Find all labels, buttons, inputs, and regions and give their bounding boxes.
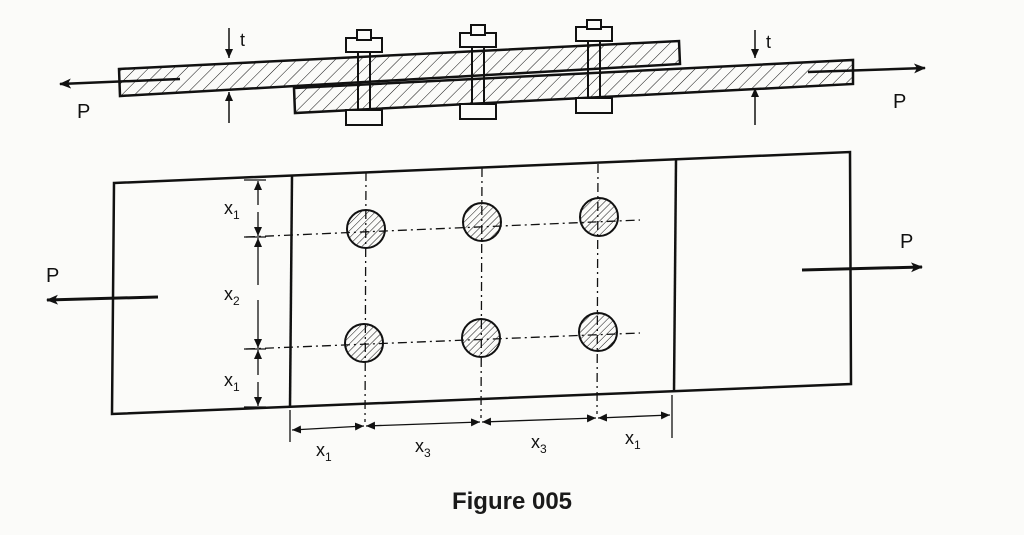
figure-caption: Figure 005 bbox=[451, 488, 573, 515]
bolt-hole-6 bbox=[578, 312, 618, 352]
plate-left-section bbox=[117, 39, 682, 98]
plate-outline bbox=[110, 150, 853, 416]
dim-label-x1-bottom: x1 bbox=[224, 370, 240, 394]
plate-right-section bbox=[292, 58, 855, 115]
bolt-side-3 bbox=[575, 19, 613, 114]
bolt-hole-5 bbox=[461, 318, 501, 358]
horizontal-dimensions bbox=[289, 395, 673, 442]
bolt-holes bbox=[344, 197, 619, 363]
label-p-plan-right: P bbox=[900, 231, 913, 253]
label-t-left: t bbox=[240, 30, 245, 50]
label-p-side-left: P bbox=[77, 101, 90, 123]
load-arrow-right-plan bbox=[801, 262, 923, 273]
bolt-side-1 bbox=[345, 29, 383, 126]
side-view: t t P P bbox=[59, 19, 926, 126]
dim-label-x3-a: x3 bbox=[415, 436, 431, 460]
load-arrow-left-plan bbox=[46, 294, 159, 305]
bolt-hole-3 bbox=[579, 197, 619, 237]
vertical-dimensions bbox=[244, 179, 266, 408]
plan-view: P P x1 x2 x1 x1 x3 x3 x1 bbox=[46, 150, 923, 464]
dim-label-x1-left: x1 bbox=[316, 440, 332, 464]
dim-label-x2: x2 bbox=[224, 284, 240, 308]
bolt-hole-1 bbox=[346, 209, 386, 249]
bolt-side-2 bbox=[459, 24, 497, 120]
label-p-side-right: P bbox=[893, 91, 906, 113]
plate-edge-left bbox=[288, 175, 294, 408]
bolt-centerlines bbox=[245, 163, 641, 423]
dim-label-x1-right: x1 bbox=[625, 428, 641, 452]
bolt-hole-4 bbox=[344, 323, 384, 363]
plate-edge-right bbox=[672, 159, 678, 393]
label-p-plan-left: P bbox=[46, 265, 59, 287]
label-t-right: t bbox=[766, 32, 771, 52]
dim-label-x3-b: x3 bbox=[531, 432, 547, 456]
load-arrow-right-side bbox=[807, 63, 926, 74]
load-arrow-left-side bbox=[59, 77, 181, 89]
bolt-hole-2 bbox=[462, 202, 502, 242]
dim-label-x1-top: x1 bbox=[224, 198, 240, 222]
